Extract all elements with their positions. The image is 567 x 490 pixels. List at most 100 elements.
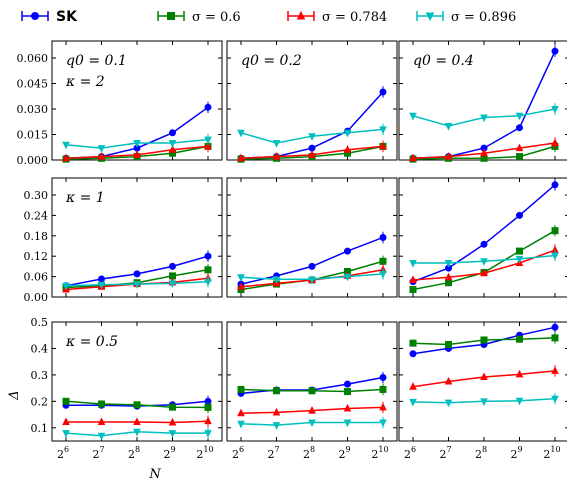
data-point (204, 430, 212, 438)
data-point (480, 336, 488, 344)
data-point (344, 380, 351, 388)
data-point (237, 408, 245, 417)
data-point (379, 234, 387, 241)
data-point (273, 387, 280, 395)
data-point (551, 323, 559, 331)
data-point (204, 278, 212, 287)
data-point (409, 382, 417, 390)
y-tick-label: 0.30 (24, 189, 49, 202)
series (62, 250, 212, 290)
data-point (480, 258, 488, 266)
legend-item: σ = 0.896 (416, 10, 516, 25)
series (62, 397, 212, 414)
data-point (97, 145, 106, 153)
panel-annotation: q0 = 0.4 (413, 53, 474, 69)
data-point (204, 266, 212, 274)
data-point (204, 403, 212, 411)
data-point (168, 145, 177, 153)
data-point (379, 257, 387, 265)
series (409, 179, 559, 286)
x-tick-label: 29 (338, 445, 350, 461)
panel-r1-c1 (226, 177, 398, 298)
panel-annotation: κ = 0.5 (65, 334, 118, 350)
x-tick-label: 28 (475, 445, 487, 461)
data-point (133, 150, 141, 158)
panel-r0-c2: q0 = 0.4 (398, 40, 567, 163)
data-point (344, 388, 351, 396)
data-point (444, 151, 453, 160)
data-point (62, 417, 70, 425)
y-tick-label: 0.3 (31, 369, 49, 382)
x-tick-label: 26 (404, 445, 416, 461)
data-point (445, 340, 452, 348)
data-point (480, 148, 488, 157)
x-tick-label: 28 (303, 445, 315, 461)
data-point (133, 270, 141, 278)
data-point (379, 402, 387, 411)
data-point (515, 397, 524, 406)
legend-marker (167, 12, 175, 20)
y-tick-label: 0.000 (17, 154, 49, 167)
data-point (480, 372, 488, 381)
x-tick-label: 27 (439, 445, 451, 461)
data-point (480, 114, 488, 123)
y-tick-label: 0.4 (31, 342, 49, 355)
data-point (343, 145, 352, 153)
series (62, 140, 212, 162)
y-axis-label: Δ (7, 390, 22, 400)
data-point (409, 260, 417, 268)
data-point (272, 276, 281, 284)
data-point (133, 281, 141, 289)
series (62, 133, 212, 153)
panel-r2-c2: 26 27 28 29 210 (398, 321, 567, 461)
panel-r1-c0: 0.00 0.06 0.12 0.18 0.24 0.30 κ = 1 (24, 177, 223, 304)
data-point (516, 247, 523, 255)
legend-marker (425, 12, 435, 22)
x-tick-label: 29 (510, 445, 522, 461)
data-point (97, 151, 106, 160)
data-point (204, 141, 212, 150)
data-point (409, 275, 417, 283)
data-point (133, 428, 141, 437)
data-point (308, 262, 316, 270)
legend: SK σ = 0.6 σ = 0.784 σ = 0.896 (21, 9, 516, 25)
data-point (551, 47, 559, 55)
y-tick-label: 0.030 (17, 103, 49, 116)
panel-r2-c0: 26 27 28 29 210 0.1 0.2 0.3 0.4 0.5 κ = 0.5 (31, 316, 223, 461)
data-point (168, 417, 177, 426)
data-point (379, 141, 387, 150)
data-point (516, 153, 523, 161)
data-point (551, 395, 559, 404)
y-tick-label: 0.18 (24, 230, 49, 243)
data-point (344, 247, 351, 255)
data-point (204, 252, 212, 260)
data-point (379, 270, 387, 279)
data-point (444, 399, 453, 408)
x-tick-label: 27 (267, 445, 279, 461)
series-line (412, 184, 556, 283)
series (409, 392, 559, 408)
data-point (409, 350, 417, 358)
data-point (409, 112, 417, 121)
y-tick-label: 0.12 (24, 250, 49, 263)
series (409, 103, 559, 131)
x-tick-label: 210 (371, 445, 388, 461)
legend-item: σ = 0.784 (287, 10, 387, 25)
data-point (237, 129, 245, 138)
data-point (409, 286, 417, 294)
legend-marker (296, 10, 306, 20)
x-tick-label: 210 (196, 445, 213, 461)
data-point (480, 268, 488, 277)
y-tick-label: 0.00 (24, 291, 49, 304)
data-point (516, 124, 523, 132)
y-tick-label: 0.06 (24, 271, 49, 284)
x-tick-label: 26 (232, 445, 244, 461)
data-point (237, 420, 245, 429)
x-axis-label: N (148, 467, 161, 482)
data-point (444, 123, 453, 131)
data-point (168, 430, 177, 438)
data-point (272, 151, 281, 160)
y-tick-label: 0.24 (24, 209, 49, 222)
series (409, 365, 559, 390)
